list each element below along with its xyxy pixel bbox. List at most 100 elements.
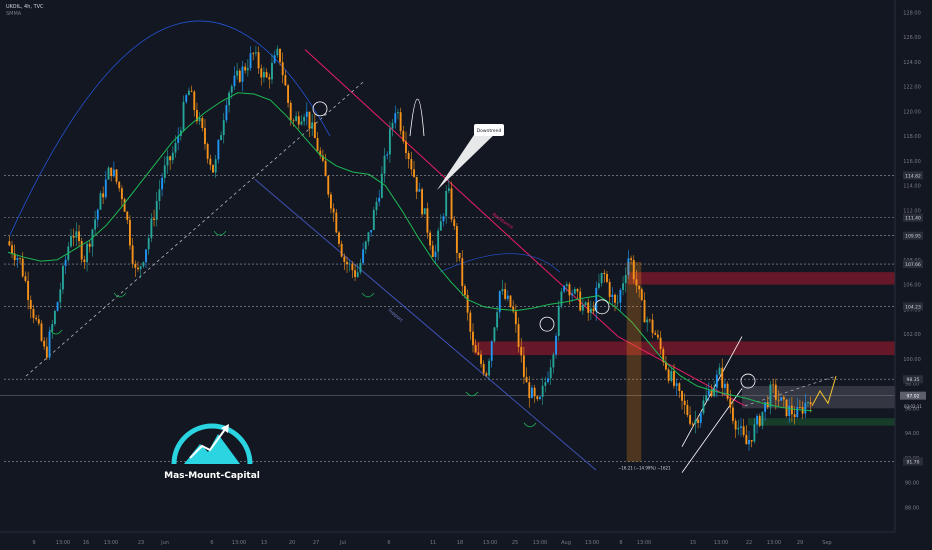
candle-body	[665, 362, 667, 370]
y-tick-label: 122.00	[903, 85, 921, 91]
zone-resistance	[474, 341, 895, 356]
candle-body	[426, 208, 429, 233]
candle-body	[584, 302, 587, 306]
candle-body	[161, 177, 164, 190]
candle-body	[753, 424, 756, 442]
candle-body	[174, 142, 177, 153]
x-tick-label: 11	[430, 540, 436, 546]
candle-body	[780, 397, 783, 401]
candle-body	[16, 258, 19, 261]
bottom-marker	[49, 329, 63, 335]
candle-body	[131, 245, 134, 264]
minor-arc	[439, 253, 561, 273]
candle-body	[244, 66, 247, 71]
candle-body	[107, 167, 110, 180]
candle-body	[769, 384, 772, 408]
candle-body	[388, 128, 391, 155]
candle-body	[764, 402, 767, 412]
dashed-projection	[744, 375, 837, 407]
candle-body	[662, 349, 665, 363]
price-level-badge	[903, 213, 923, 222]
logo-arrow	[189, 427, 227, 459]
candle-body	[809, 402, 812, 405]
candle-body	[619, 289, 622, 303]
candle-body	[522, 355, 525, 377]
candle-body	[59, 289, 62, 303]
candle-body	[458, 252, 461, 259]
support-line	[254, 179, 597, 471]
candle-body	[260, 68, 263, 78]
candle-body	[37, 319, 40, 324]
candle-body	[501, 289, 504, 292]
y-tick-label: 100.00	[903, 357, 921, 363]
resistance-line	[304, 49, 619, 337]
x-tick-label: 6	[387, 540, 390, 546]
candle-body	[715, 374, 718, 388]
candle-body	[782, 397, 785, 400]
candle-body	[793, 414, 796, 418]
candle-body	[40, 323, 43, 341]
candle-body	[611, 294, 614, 297]
candle-body	[80, 241, 83, 260]
x-axis[interactable]: 9 13:00 16 13:00 23 Jun 6 13:00 13 20 27 Jul 6 11 18 13…	[0, 531, 895, 546]
candle-body	[656, 334, 659, 338]
candle-body	[517, 324, 520, 347]
x-tick-label: Aug	[561, 540, 571, 546]
candle-body	[472, 331, 474, 346]
peak-marker	[409, 98, 425, 137]
candle-body	[598, 283, 600, 288]
candle-body	[99, 193, 102, 210]
candle-body	[351, 263, 354, 271]
candle-body	[297, 116, 300, 125]
price-level-label: 104.23	[905, 304, 921, 310]
bottom-marker	[361, 292, 375, 298]
candle-body	[367, 232, 370, 242]
price-level-label: 111.40	[905, 216, 921, 222]
candle-body	[480, 354, 482, 364]
candle-body	[745, 434, 748, 445]
candle-body	[112, 169, 115, 177]
candle-body	[506, 295, 509, 299]
candle-body	[646, 319, 649, 323]
x-tick-label: 13:00	[483, 540, 497, 546]
candle-body	[469, 312, 472, 332]
candle-body	[729, 398, 732, 408]
y-tick-label: 112.00	[903, 208, 921, 214]
candle-body	[233, 75, 236, 87]
price-level-badge	[903, 171, 923, 180]
downtrend-label: Downtrend	[477, 128, 502, 134]
candle-body	[742, 426, 745, 435]
candle-body	[348, 263, 351, 265]
candle-body	[450, 188, 453, 220]
candle-body	[399, 112, 402, 132]
y-axis[interactable]: 88.0090.0092.0094.0096.0098.00100.00102.…	[894, 0, 932, 550]
price-level-label: 107.66	[905, 262, 921, 268]
channel-lower	[681, 388, 743, 473]
candle-body	[289, 102, 292, 121]
candle-body	[659, 337, 662, 350]
candle-body	[651, 319, 654, 333]
candle-body	[573, 289, 576, 294]
candle-body	[683, 400, 686, 406]
candle-body	[592, 308, 595, 312]
price-level-label: 109.95	[905, 234, 921, 240]
candle-body	[354, 270, 356, 277]
candle-body	[788, 405, 791, 416]
candle-body	[439, 221, 442, 231]
candle-body	[670, 371, 673, 381]
candle-body	[43, 340, 46, 347]
candle-body	[145, 249, 147, 263]
candle-body	[431, 245, 434, 257]
candle-body	[643, 299, 646, 323]
candle-body	[338, 232, 340, 244]
candle-body	[635, 279, 638, 286]
candle-body	[423, 208, 426, 215]
candle-body	[627, 258, 630, 276]
candle-body	[115, 169, 118, 182]
candle-body	[327, 176, 330, 195]
candle-body	[110, 167, 113, 177]
y-tick-label: 116.00	[903, 159, 921, 165]
candle-body	[230, 86, 233, 93]
y-tick-label: 128.00	[903, 10, 921, 16]
